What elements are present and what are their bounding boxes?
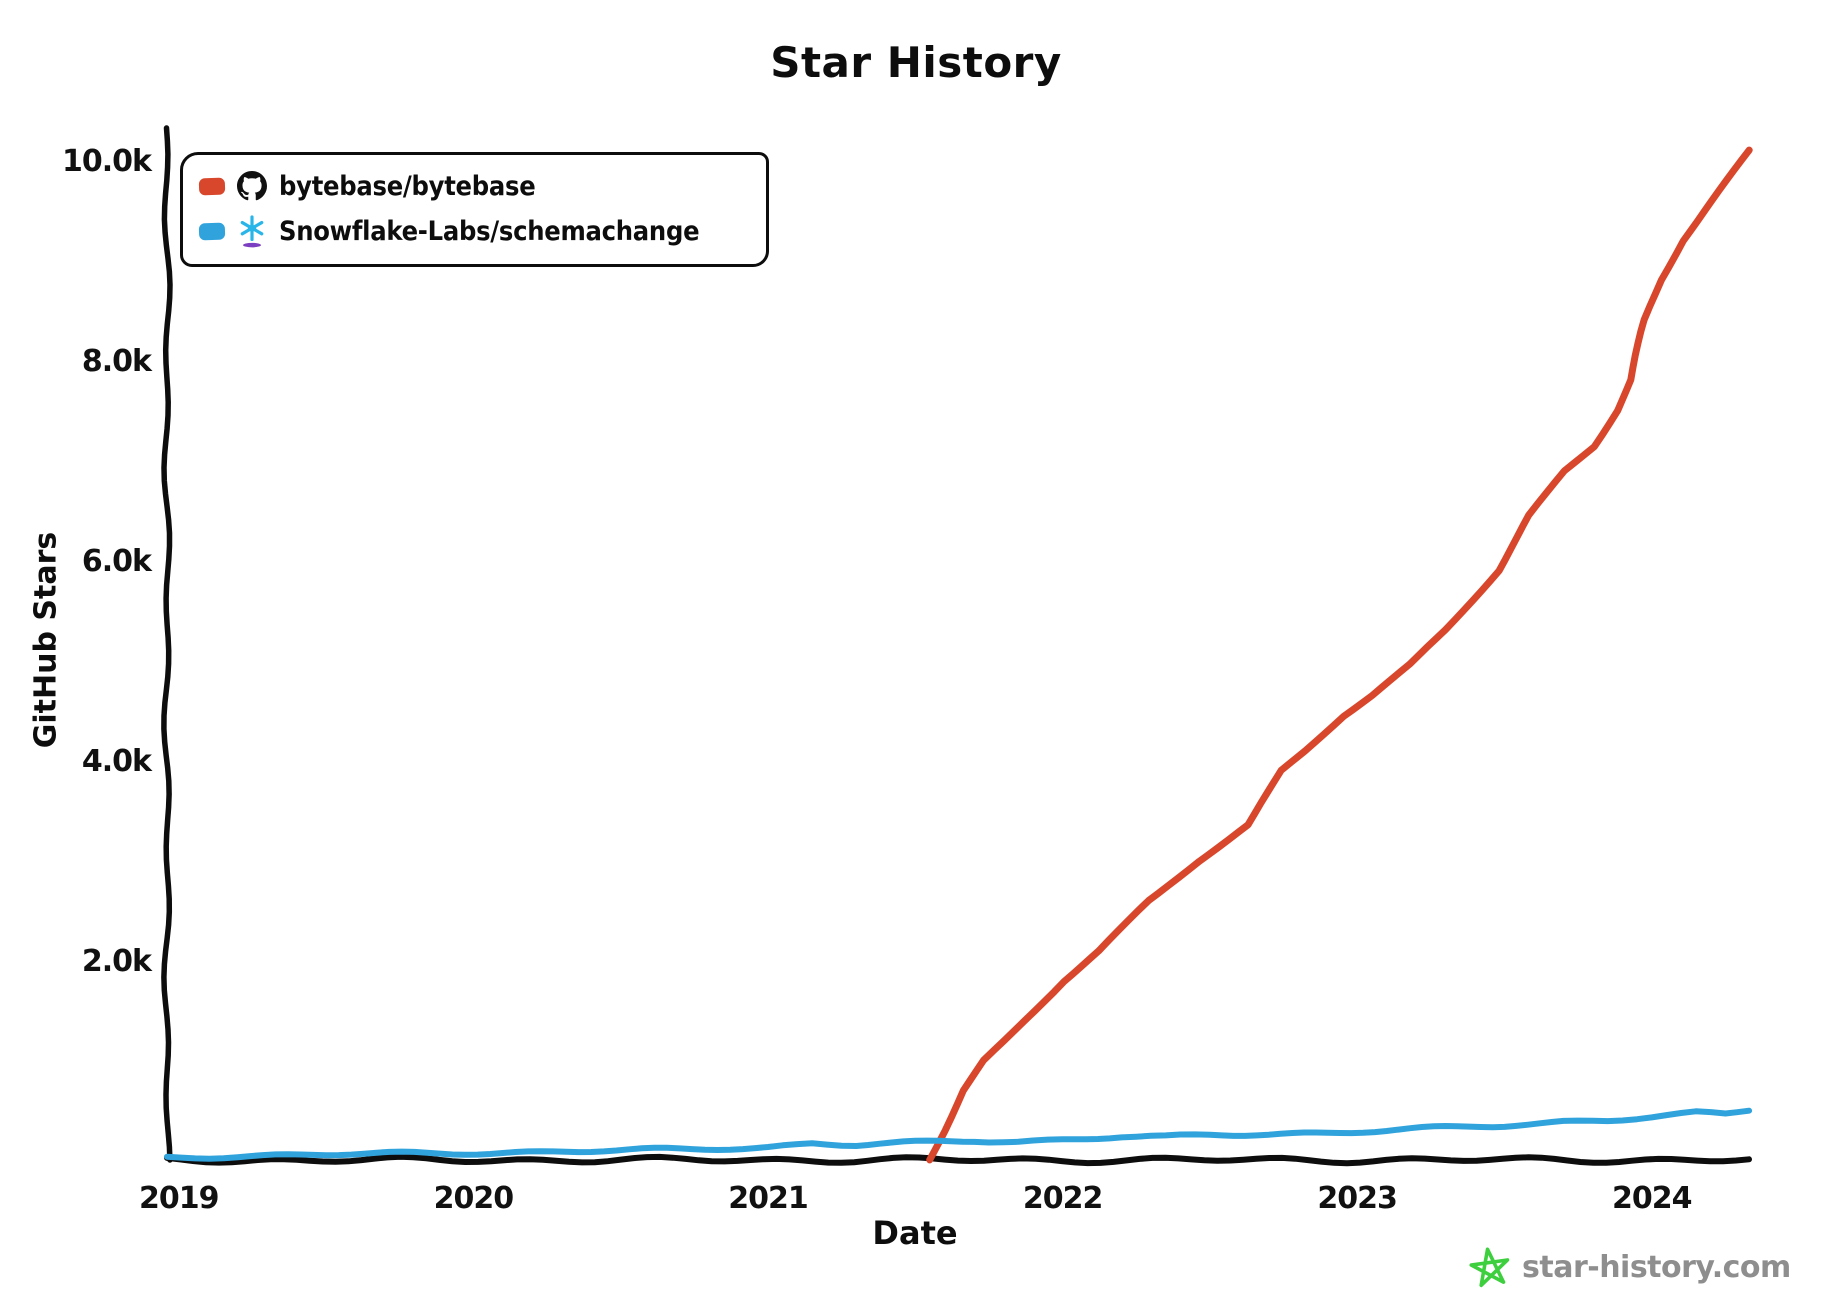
x-tick-label-2024: 2024 bbox=[1612, 1181, 1692, 1216]
x-tick-label-2020: 2020 bbox=[434, 1181, 514, 1216]
bytebase-bytebase-line bbox=[926, 146, 1753, 1164]
legend-label-schemachange: Snowflake-Labs/schemachange bbox=[279, 215, 700, 247]
legend-item-schemachange[interactable]: Snowflake-Labs/schemachange bbox=[198, 215, 746, 248]
legend-label-bytebase: bytebase/bytebase bbox=[279, 170, 536, 202]
y-tick-label-4.0k: 4.0k bbox=[82, 744, 153, 779]
chart-title: Star History bbox=[770, 38, 1062, 87]
github-icon bbox=[237, 170, 267, 202]
x-tick-label-2022: 2022 bbox=[1023, 1181, 1103, 1216]
y-tick-label-2.0k: 2.0k bbox=[82, 944, 153, 979]
watermark[interactable]: star-history.com bbox=[1468, 1244, 1791, 1290]
x-axis bbox=[164, 1153, 1752, 1167]
x-axis-label: Date bbox=[872, 1214, 958, 1252]
y-axis bbox=[161, 125, 173, 1163]
watermark-label: star-history.com bbox=[1522, 1249, 1791, 1285]
x-tick-label-2021: 2021 bbox=[728, 1181, 808, 1216]
schemachange-color-swatch bbox=[198, 222, 226, 240]
snowflake-icon bbox=[237, 215, 267, 248]
y-tick-label-10.0k: 10.0k bbox=[62, 144, 153, 179]
x-tick-label-2023: 2023 bbox=[1317, 1181, 1397, 1216]
y-axis-label: GitHub Stars bbox=[28, 531, 64, 749]
y-tick-label-8.0k: 8.0k bbox=[82, 344, 153, 379]
snowflake-labs-schemachange-line bbox=[164, 1107, 1753, 1162]
legend: bytebase/bytebase Snowflake-Labs/schemac… bbox=[180, 152, 769, 267]
y-tick-label-6.0k: 6.0k bbox=[82, 544, 153, 579]
bytebase-color-swatch bbox=[198, 177, 226, 195]
legend-item-bytebase[interactable]: bytebase/bytebase bbox=[198, 170, 746, 202]
star-icon bbox=[1468, 1244, 1512, 1290]
x-tick-label-2019: 2019 bbox=[139, 1181, 219, 1216]
